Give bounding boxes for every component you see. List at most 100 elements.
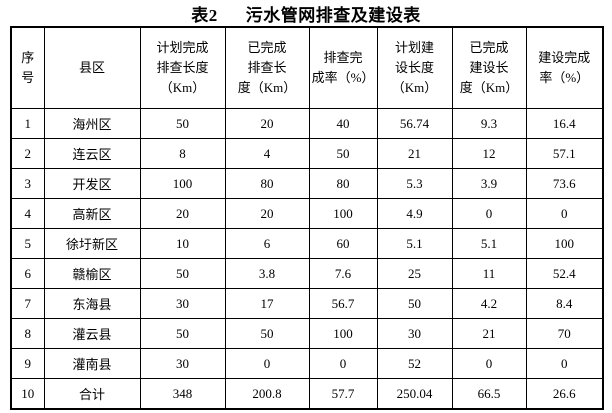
completed-construction-length-cell: 4.2 bbox=[451, 288, 527, 319]
row-number-cell: 2 bbox=[10, 138, 45, 169]
completed-survey-length-cell: 4 bbox=[224, 138, 310, 169]
completed-survey-length-cell: 3.8 bbox=[224, 258, 310, 289]
planned-construction-length-cell: 25 bbox=[376, 258, 453, 289]
planned-survey-length-cell: 8 bbox=[139, 138, 226, 169]
planned-survey-length-cell: 30 bbox=[139, 348, 226, 379]
district-name-cell: 海州区 bbox=[43, 108, 141, 139]
row-number-cell: 7 bbox=[10, 288, 45, 319]
planned-construction-length-cell: 30 bbox=[376, 318, 453, 349]
completed-survey-length-cell: 20 bbox=[224, 108, 310, 139]
planned-construction-length-cell: 21 bbox=[376, 138, 453, 169]
table-row: 8 灌云县 50 50 100 30 21 70 bbox=[10, 318, 604, 349]
header-cell-planned-survey-length: 计划完成 排查长度 （Km） bbox=[139, 26, 226, 109]
header-row: 序 号 县区 计划完成 排查长度 （Km） 已完成 排查长 度（Km） 排查完 … bbox=[10, 26, 604, 109]
row-number-cell: 6 bbox=[10, 258, 45, 289]
construction-completion-rate-cell: 52.4 bbox=[525, 258, 604, 289]
row-number-cell: 10 bbox=[10, 378, 45, 410]
header-cell-survey-completion-rate: 排查完 成率（%） bbox=[308, 26, 378, 109]
header-cell-serial-number: 序 号 bbox=[10, 26, 45, 109]
district-name-cell: 开发区 bbox=[43, 168, 141, 199]
completed-survey-length-cell: 6 bbox=[224, 228, 310, 259]
construction-completion-rate-cell: 0 bbox=[525, 198, 604, 229]
data-table: 序 号 县区 计划完成 排查长度 （Km） 已完成 排查长 度（Km） 排查完 … bbox=[10, 26, 604, 410]
table-row: 5 徐圩新区 10 6 60 5.1 5.1 100 bbox=[10, 228, 604, 259]
row-number-cell: 5 bbox=[10, 228, 45, 259]
planned-survey-length-cell: 50 bbox=[139, 318, 226, 349]
completed-construction-length-cell: 11 bbox=[451, 258, 527, 289]
district-name-cell: 灌云县 bbox=[43, 318, 141, 349]
table-row: 1 海州区 50 20 40 56.74 9.3 16.4 bbox=[10, 108, 604, 139]
district-name-cell: 合计 bbox=[43, 378, 141, 410]
completed-survey-length-cell: 50 bbox=[224, 318, 310, 349]
table-row: 3 开发区 100 80 80 5.3 3.9 73.6 bbox=[10, 168, 604, 199]
district-name-cell: 徐圩新区 bbox=[43, 228, 141, 259]
completed-survey-length-cell: 200.8 bbox=[224, 378, 310, 410]
planned-survey-length-cell: 50 bbox=[139, 108, 226, 139]
district-name-cell: 高新区 bbox=[43, 198, 141, 229]
completed-construction-length-cell: 21 bbox=[451, 318, 527, 349]
survey-completion-rate-cell: 0 bbox=[308, 348, 378, 379]
table-caption: 表2 污水管网排查及建设表 bbox=[0, 0, 612, 26]
table-row: 10 合计 348 200.8 57.7 250.04 66.5 26.6 bbox=[10, 378, 604, 410]
district-name-cell: 灌南县 bbox=[43, 348, 141, 379]
construction-completion-rate-cell: 8.4 bbox=[525, 288, 604, 319]
table-row: 9 灌南县 30 0 0 52 0 0 bbox=[10, 348, 604, 379]
table-caption-text: 污水管网排查及建设表 bbox=[245, 5, 421, 25]
header-cell-construction-completion-rate: 建设完成 率（%） bbox=[525, 26, 604, 109]
header-cell-planned-construction-length: 计划建 设长度 （Km） bbox=[376, 26, 453, 109]
survey-completion-rate-cell: 60 bbox=[308, 228, 378, 259]
survey-completion-rate-cell: 56.7 bbox=[308, 288, 378, 319]
survey-completion-rate-cell: 80 bbox=[308, 168, 378, 199]
table-row: 7 东海县 30 17 56.7 50 4.2 8.4 bbox=[10, 288, 604, 319]
planned-construction-length-cell: 56.74 bbox=[376, 108, 453, 139]
planned-survey-length-cell: 348 bbox=[139, 378, 226, 410]
completed-construction-length-cell: 0 bbox=[451, 198, 527, 229]
planned-construction-length-cell: 4.9 bbox=[376, 198, 453, 229]
table-row: 4 高新区 20 20 100 4.9 0 0 bbox=[10, 198, 604, 229]
survey-completion-rate-cell: 57.7 bbox=[308, 378, 378, 410]
planned-survey-length-cell: 50 bbox=[139, 258, 226, 289]
completed-survey-length-cell: 17 bbox=[224, 288, 310, 319]
survey-completion-rate-cell: 100 bbox=[308, 318, 378, 349]
header-cell-completed-survey-length: 已完成 排查长 度（Km） bbox=[224, 26, 310, 109]
district-name-cell: 连云区 bbox=[43, 138, 141, 169]
construction-completion-rate-cell: 26.6 bbox=[525, 378, 604, 410]
planned-survey-length-cell: 20 bbox=[139, 198, 226, 229]
completed-survey-length-cell: 0 bbox=[224, 348, 310, 379]
planned-construction-length-cell: 5.3 bbox=[376, 168, 453, 199]
completed-construction-length-cell: 9.3 bbox=[451, 108, 527, 139]
planned-survey-length-cell: 10 bbox=[139, 228, 226, 259]
construction-completion-rate-cell: 70 bbox=[525, 318, 604, 349]
completed-survey-length-cell: 20 bbox=[224, 198, 310, 229]
table-row: 2 连云区 8 4 50 21 12 57.1 bbox=[10, 138, 604, 169]
planned-construction-length-cell: 5.1 bbox=[376, 228, 453, 259]
header-cell-completed-construction-length: 已完成 建设长 度（Km） bbox=[451, 26, 527, 109]
header-cell-district: 县区 bbox=[43, 26, 141, 109]
planned-survey-length-cell: 100 bbox=[139, 168, 226, 199]
survey-completion-rate-cell: 40 bbox=[308, 108, 378, 139]
survey-completion-rate-cell: 7.6 bbox=[308, 258, 378, 289]
construction-completion-rate-cell: 57.1 bbox=[525, 138, 604, 169]
completed-construction-length-cell: 0 bbox=[451, 348, 527, 379]
construction-completion-rate-cell: 100 bbox=[525, 228, 604, 259]
construction-completion-rate-cell: 73.6 bbox=[525, 168, 604, 199]
planned-construction-length-cell: 250.04 bbox=[376, 378, 453, 410]
planned-construction-length-cell: 52 bbox=[376, 348, 453, 379]
district-name-cell: 东海县 bbox=[43, 288, 141, 319]
row-number-cell: 1 bbox=[10, 108, 45, 139]
row-number-cell: 3 bbox=[10, 168, 45, 199]
district-name-cell: 赣榆区 bbox=[43, 258, 141, 289]
completed-construction-length-cell: 66.5 bbox=[451, 378, 527, 410]
table-caption-number: 表2 bbox=[191, 5, 218, 25]
row-number-cell: 8 bbox=[10, 318, 45, 349]
completed-construction-length-cell: 3.9 bbox=[451, 168, 527, 199]
completed-survey-length-cell: 80 bbox=[224, 168, 310, 199]
completed-construction-length-cell: 12 bbox=[451, 138, 527, 169]
planned-construction-length-cell: 50 bbox=[376, 288, 453, 319]
table-row: 6 赣榆区 50 3.8 7.6 25 11 52.4 bbox=[10, 258, 604, 289]
row-number-cell: 4 bbox=[10, 198, 45, 229]
survey-completion-rate-cell: 50 bbox=[308, 138, 378, 169]
construction-completion-rate-cell: 16.4 bbox=[525, 108, 604, 139]
row-number-cell: 9 bbox=[10, 348, 45, 379]
